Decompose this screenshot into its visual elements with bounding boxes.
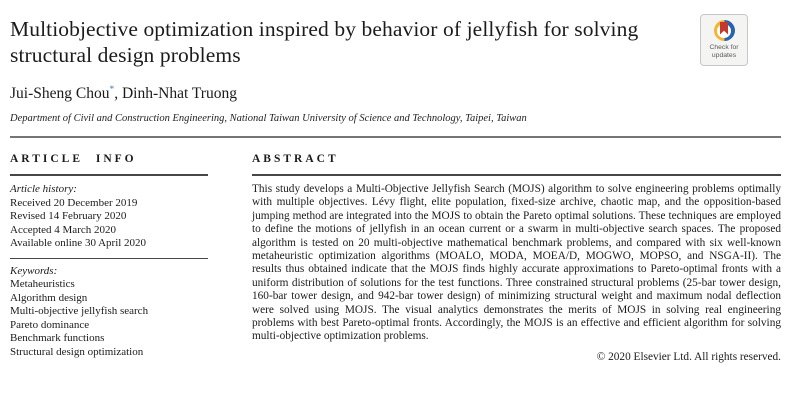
- history-item: Received 20 December 2019: [10, 196, 138, 209]
- article-info-heading: ARTICLE INFO: [10, 153, 137, 165]
- keyword-item: Multi-objective jellyfish search: [10, 305, 149, 317]
- copyright-notice: © 2020 Elsevier Ltd. All rights reserved…: [596, 350, 781, 363]
- history-item: Available online 30 April 2020: [10, 237, 147, 249]
- divider: [10, 257, 208, 259]
- abstract-heading: ABSTRACT: [252, 153, 339, 165]
- affiliation: Department of Civil and Construction Eng…: [10, 113, 527, 124]
- history-item: Revised 14 February 2020: [10, 210, 127, 222]
- article-info-column: ARTICLE INFO Article history: Received 2…: [10, 152, 208, 364]
- article-history-label: Article history:: [10, 183, 77, 195]
- keyword-item: Algorithm design: [10, 291, 88, 304]
- corresponding-author-marker[interactable]: *: [109, 84, 115, 95]
- authors-line: Jui-Sheng Chou*, Dinh-Nhat Truong: [10, 85, 781, 103]
- divider: [252, 174, 781, 176]
- history-item: Accepted 4 March 2020: [10, 223, 116, 236]
- check-for-updates-badge[interactable]: Check for updates: [700, 14, 748, 66]
- keyword-item: Pareto dominance: [10, 318, 90, 331]
- divider: [10, 174, 208, 176]
- keyword-item: Metaheuristics: [10, 278, 75, 290]
- check-for-updates-label: Check for updates: [709, 44, 739, 59]
- keyword-item: Benchmark functions: [10, 332, 105, 344]
- abstract-column: ABSTRACT This study develops a Multi-Obj…: [252, 152, 781, 364]
- keyword-item: Structural design optimization: [10, 345, 144, 358]
- page-title: Multiobjective optimization inspired by …: [10, 17, 639, 67]
- abstract-text: This study develops a Multi-Objective Je…: [252, 183, 781, 343]
- keywords-label: Keywords:: [10, 264, 58, 277]
- author-name: , Dinh-Nhat Truong: [114, 85, 237, 102]
- bookmark-icon: [720, 21, 728, 35]
- crossmark-icon: [713, 20, 735, 41]
- body-columns: ARTICLE INFO Article history: Received 2…: [10, 152, 781, 364]
- divider: [10, 136, 781, 138]
- author-name: Jui-Sheng Chou: [10, 85, 110, 102]
